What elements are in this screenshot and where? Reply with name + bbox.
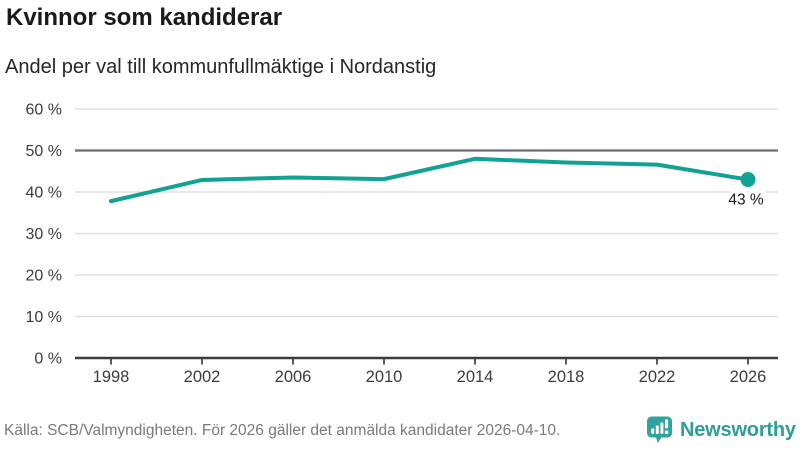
x-axis-label: 2022	[639, 368, 676, 386]
x-axis-label: 2006	[275, 368, 312, 386]
y-axis-label: 50 %	[26, 143, 62, 160]
source-note: Källa: SCB/Valmyndigheten. För 2026 gäll…	[4, 422, 561, 439]
chart-subtitle: Andel per val till kommunfullmäktige i N…	[5, 56, 437, 78]
newsworthy-icon	[647, 416, 672, 444]
y-axis-label: 10 %	[26, 309, 62, 326]
y-axis-label: 40 %	[26, 185, 62, 202]
x-axis-label: 2026	[730, 368, 767, 386]
y-axis-label: 30 %	[26, 226, 62, 243]
y-axis-label: 0 %	[34, 351, 62, 368]
series-line	[109, 156, 750, 204]
end-point-label: 43 %	[728, 192, 764, 209]
x-axis-label: 2010	[366, 368, 403, 386]
chart-title: Kvinnor som kandiderar	[6, 4, 283, 31]
x-axis-label: 2018	[548, 368, 585, 386]
x-axis-label: 2014	[457, 368, 494, 386]
y-axis-label: 60 %	[26, 102, 62, 119]
x-axis-label: 1998	[93, 368, 130, 386]
y-axis-label: 20 %	[26, 268, 62, 285]
newsworthy-logo: Newsworthy	[646, 416, 796, 444]
newsworthy-wordmark: Newsworthy	[680, 418, 796, 441]
end-point-marker	[740, 172, 756, 188]
x-axis-label: 2002	[184, 368, 221, 386]
